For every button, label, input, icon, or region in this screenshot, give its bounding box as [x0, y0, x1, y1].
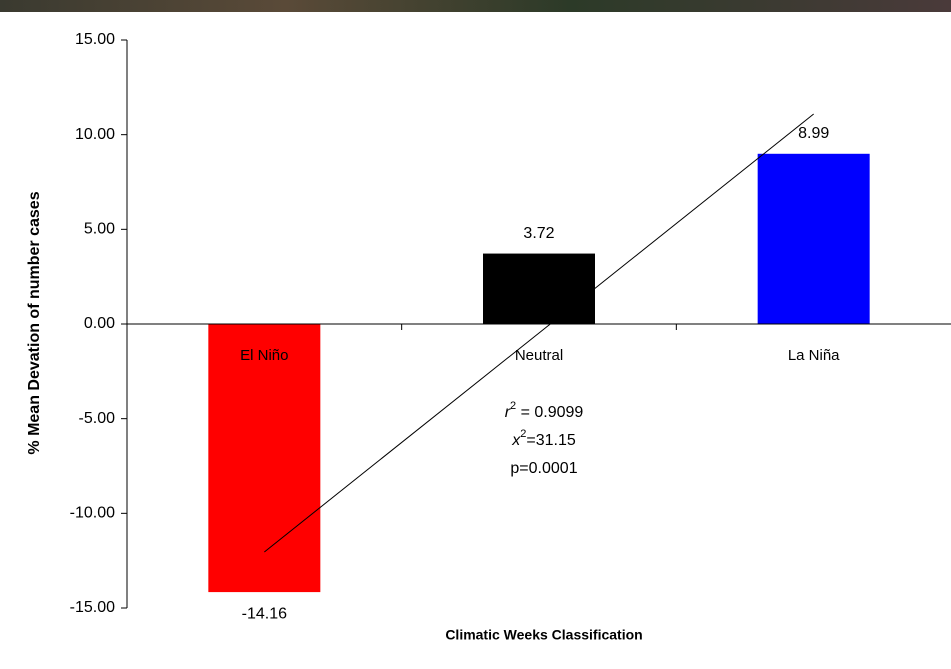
- bar: [757, 153, 870, 324]
- bar: [208, 324, 321, 593]
- y-tick-label: -5.00: [79, 410, 116, 427]
- y-axis-title: % Mean Devation of number cases: [26, 191, 43, 454]
- annotation-symbol: r: [505, 404, 511, 421]
- y-tick-label: 10.00: [75, 126, 115, 143]
- annotation: p=0.0001: [510, 460, 577, 477]
- value-label: -14.16: [242, 605, 287, 622]
- annotation-text: p=0.0001: [510, 460, 577, 477]
- value-label: 8.99: [798, 125, 829, 142]
- annotation-superscript: 2: [520, 428, 526, 440]
- y-tick-label: -10.00: [70, 505, 115, 522]
- annotation: r2 = 0.9099: [505, 400, 584, 421]
- trendline: [264, 113, 814, 553]
- y-tick-label: -15.00: [70, 599, 115, 616]
- annotation-symbol: x: [511, 432, 521, 449]
- bar: [483, 253, 595, 324]
- annotation-text: = 0.9099: [516, 404, 583, 421]
- x-axis-title: Climatic Weeks Classification: [445, 627, 642, 643]
- y-tick-label: 15.00: [75, 31, 115, 48]
- annotation-text: =31.15: [526, 432, 575, 449]
- value-label: 3.72: [523, 225, 554, 242]
- y-tick-label: 0.00: [84, 315, 115, 332]
- annotation: x2=31.15: [511, 428, 576, 449]
- x-tick-label: El Niño: [240, 347, 288, 364]
- x-tick-label: La Niña: [788, 347, 840, 364]
- annotation-superscript: 2: [510, 400, 516, 412]
- photo-strip: [0, 0, 951, 12]
- x-tick-label: Neutral: [515, 347, 563, 364]
- y-tick-label: 5.00: [84, 221, 115, 238]
